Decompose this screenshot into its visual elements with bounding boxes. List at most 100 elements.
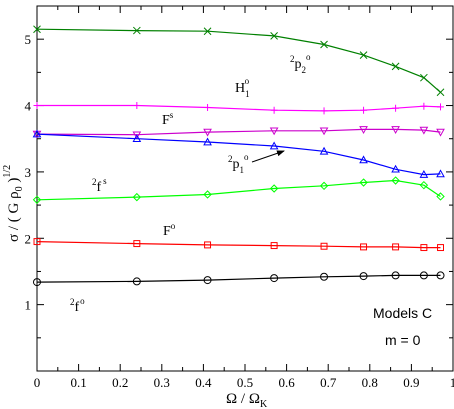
data-point bbox=[269, 184, 279, 193]
data-point bbox=[360, 243, 368, 251]
series-layer bbox=[32, 25, 445, 287]
data-point bbox=[319, 127, 329, 136]
data-point bbox=[204, 104, 212, 112]
y-tick-label: 2 bbox=[25, 231, 32, 246]
x-tick-label: 1 bbox=[450, 375, 454, 390]
data-point bbox=[359, 155, 368, 164]
data-point bbox=[419, 180, 429, 190]
data-point bbox=[420, 102, 428, 110]
annotation-2p1o: 2p1o bbox=[228, 152, 249, 175]
data-point bbox=[132, 134, 142, 143]
y-tick-label: 4 bbox=[25, 99, 32, 114]
series-line bbox=[36, 128, 441, 136]
x-axis-label: Ω / ΩK bbox=[226, 391, 268, 409]
x-tick-label: 0.5 bbox=[237, 375, 253, 390]
data-point bbox=[270, 106, 278, 114]
data-point bbox=[359, 178, 368, 187]
annotation-Fo: Fo bbox=[163, 221, 176, 239]
data-point bbox=[391, 164, 400, 173]
data-point bbox=[32, 195, 42, 204]
data-point bbox=[391, 126, 400, 134]
y-axis-label: σ / ( G ρ0 )1/2 bbox=[2, 165, 25, 242]
data-point bbox=[436, 128, 445, 137]
y-tick-label: 5 bbox=[25, 32, 32, 47]
data-point bbox=[392, 104, 400, 112]
data-point bbox=[437, 244, 444, 252]
series-line bbox=[36, 133, 441, 176]
annotation-2fs: 2f s bbox=[92, 176, 107, 195]
data-point bbox=[133, 102, 141, 110]
data-point bbox=[436, 88, 445, 97]
annotation-2p2o: 2p2o bbox=[290, 52, 311, 75]
series-line bbox=[37, 104, 441, 112]
data-point bbox=[319, 146, 329, 155]
annotation-Fs: Fs bbox=[162, 110, 174, 128]
annotation-2fo: 2fo bbox=[70, 296, 85, 315]
series-3 bbox=[32, 129, 445, 178]
data-point bbox=[391, 62, 400, 71]
series-1 bbox=[33, 102, 445, 115]
series-0 bbox=[33, 25, 445, 97]
data-point bbox=[360, 106, 368, 114]
data-point bbox=[320, 107, 328, 115]
series-line bbox=[36, 274, 441, 283]
data-point bbox=[132, 26, 141, 35]
data-point bbox=[320, 272, 329, 281]
y-tick-label: 1 bbox=[25, 298, 32, 313]
data-point bbox=[270, 32, 278, 40]
data-point bbox=[319, 181, 329, 191]
y-tick-label: 3 bbox=[25, 165, 32, 180]
data-point bbox=[269, 127, 279, 136]
data-point bbox=[132, 192, 142, 202]
data-point bbox=[203, 128, 212, 137]
data-point bbox=[32, 129, 42, 138]
data-point bbox=[203, 27, 212, 36]
x-tick-label: 0.7 bbox=[320, 375, 337, 390]
series-4 bbox=[32, 176, 445, 204]
x-axis-ticks: 0 0.1 0.2 0.3 0.4 0.5 0.6 0.7 0.8 0.9 1 bbox=[34, 6, 454, 390]
y-axis-ticks: 1 2 3 4 5 bbox=[25, 32, 453, 339]
data-point bbox=[419, 126, 429, 135]
data-point bbox=[391, 271, 400, 280]
mode-label: m = 0 bbox=[385, 332, 421, 348]
models-label: Models C bbox=[373, 305, 432, 321]
data-point bbox=[420, 244, 428, 252]
data-point bbox=[437, 103, 445, 111]
data-point bbox=[270, 274, 279, 283]
data-point bbox=[33, 25, 41, 34]
x-tick-label: 0 bbox=[34, 375, 41, 390]
data-point bbox=[436, 169, 445, 178]
series-6 bbox=[33, 271, 445, 287]
data-point bbox=[419, 271, 428, 280]
series-line bbox=[36, 179, 441, 201]
data-point bbox=[203, 276, 212, 285]
data-point bbox=[33, 238, 41, 246]
data-point bbox=[420, 73, 428, 82]
x-tick-label: 0.9 bbox=[403, 375, 419, 390]
x-tick-label: 0.3 bbox=[154, 375, 170, 390]
data-point bbox=[269, 141, 279, 150]
data-point bbox=[270, 242, 278, 250]
data-point bbox=[320, 242, 328, 250]
data-point bbox=[320, 40, 328, 49]
data-point bbox=[203, 190, 212, 199]
series-5 bbox=[33, 238, 444, 252]
data-point bbox=[436, 271, 445, 280]
series-line bbox=[36, 241, 441, 249]
data-point bbox=[359, 51, 368, 59]
data-point bbox=[204, 241, 212, 249]
data-point bbox=[436, 192, 445, 201]
annotation-arrow bbox=[251, 150, 285, 163]
annotation-Ho1: H1o bbox=[235, 76, 250, 99]
data-point bbox=[33, 278, 41, 287]
data-point bbox=[132, 131, 142, 140]
x-tick-label: 0.4 bbox=[195, 375, 212, 390]
x-tick-label: 0.6 bbox=[278, 375, 295, 390]
data-point bbox=[132, 277, 141, 286]
data-point bbox=[391, 176, 400, 185]
x-tick-label: 0.8 bbox=[362, 375, 378, 390]
data-point bbox=[419, 170, 429, 178]
data-point bbox=[133, 240, 141, 248]
data-point bbox=[392, 243, 400, 251]
